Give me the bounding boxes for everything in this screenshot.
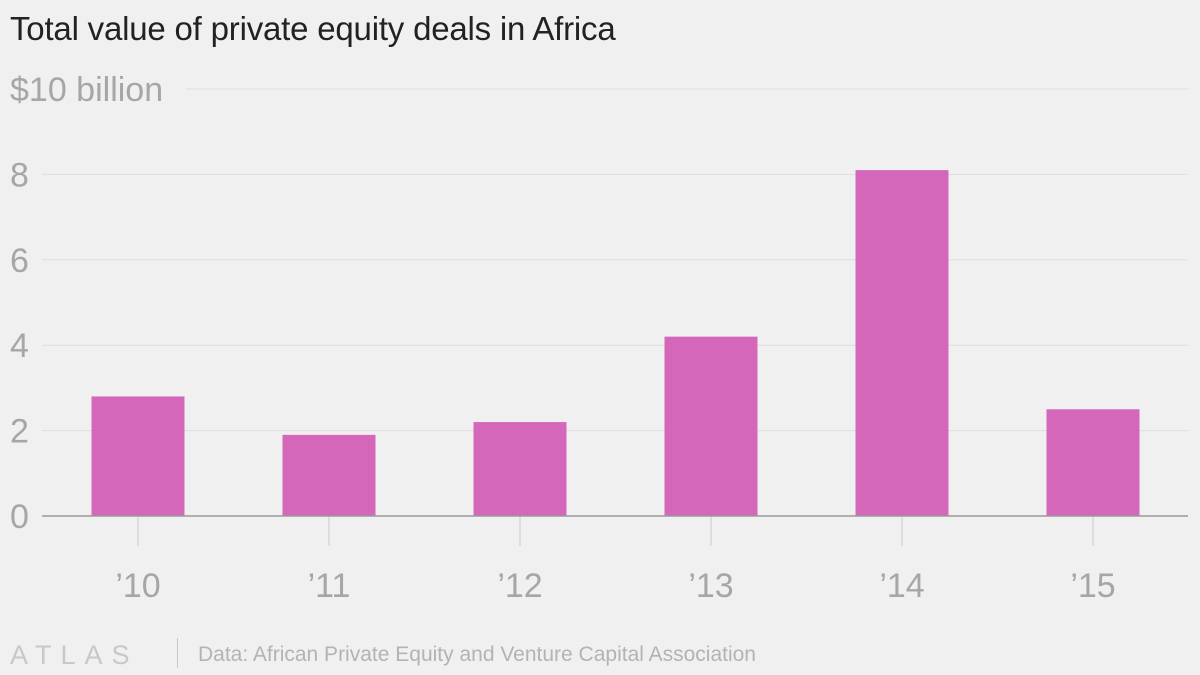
grid-lines <box>42 88 1188 432</box>
bars <box>91 170 1140 516</box>
y-tick-label: 6 <box>10 242 29 280</box>
x-tick-label: ’15 <box>1070 567 1115 605</box>
bar-3[interactable] <box>664 336 758 516</box>
chart-title: Total value of private equity deals in A… <box>10 10 616 47</box>
x-tick-label: ’12 <box>497 567 542 605</box>
y-tick-label: 4 <box>10 327 29 365</box>
x-tick-label: ’14 <box>879 567 924 605</box>
x-tick-labels: ’10 ’11 ’12 ’13 ’14 ’15 <box>115 567 1115 605</box>
y-tick-label: $10 billion <box>10 71 163 109</box>
footer: ATLAS Data: African Private Equity and V… <box>0 636 1200 672</box>
y-tick-label: 0 <box>10 498 29 536</box>
bar-chart: 0 2 4 6 8 $10 billion ’10 ’11 ’12 ’13 ’14 ’15 <box>10 71 1188 605</box>
bar-5[interactable] <box>1046 409 1140 516</box>
bar-0[interactable] <box>91 396 185 516</box>
atlas-logo[interactable]: ATLAS <box>10 640 139 670</box>
bar-4[interactable] <box>855 170 949 516</box>
footer-divider <box>177 638 178 668</box>
x-tick-label: ’13 <box>688 567 733 605</box>
bar-1[interactable] <box>282 434 376 516</box>
y-tick-labels: 0 2 4 6 8 $10 billion <box>10 71 163 536</box>
x-tick-label: ’10 <box>115 567 160 605</box>
x-tick-label: ’11 <box>308 567 351 605</box>
data-source: Data: African Private Equity and Venture… <box>198 643 756 666</box>
x-axis <box>42 515 1188 546</box>
y-tick-label: 8 <box>10 156 29 194</box>
y-tick-label: 2 <box>10 413 29 451</box>
bar-2[interactable] <box>473 422 567 516</box>
